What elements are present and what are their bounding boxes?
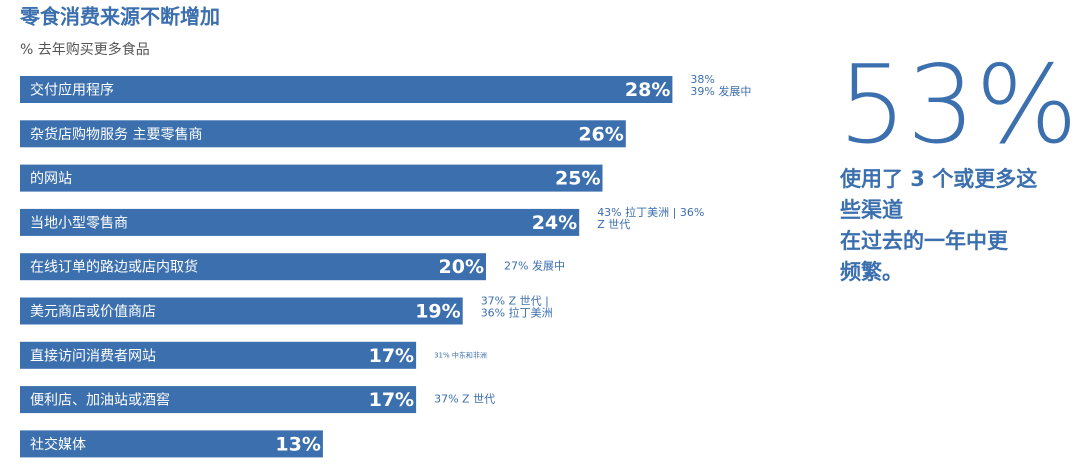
annotation: 31% 中东和非洲: [434, 350, 487, 359]
bar: [20, 253, 486, 281]
category-label: 的网站: [30, 171, 72, 187]
bar: [20, 430, 323, 458]
category-label: 直接访问消费者网站: [30, 347, 156, 364]
annotation: 38%: [690, 73, 714, 86]
value-label: 17%: [369, 345, 414, 367]
bar: [20, 386, 417, 414]
category-label: 便利店、加油站或酒窖: [30, 392, 170, 409]
value-label: 20%: [439, 256, 484, 278]
bar: [20, 76, 673, 103]
value-label: 26%: [578, 123, 623, 145]
bar: [20, 208, 580, 236]
category-label: 在线订单的路边或店内取货: [30, 259, 198, 276]
chart-subtitle: % 去年购买更多食品: [20, 41, 150, 58]
bar: [20, 164, 603, 192]
value-label: 24%: [532, 212, 577, 234]
value-label: 13%: [275, 433, 320, 455]
annotation: 37% Z 世代: [434, 393, 495, 406]
chart-title: 零食消费来源不断增加: [19, 5, 220, 29]
bar: [20, 297, 463, 325]
value-label: 17%: [369, 389, 414, 411]
bar: [20, 341, 417, 369]
annotation: 39% 发展中: [690, 84, 751, 98]
category-label: 交付应用程序: [30, 82, 114, 99]
value-label: 19%: [415, 301, 460, 323]
annotation: 43% 拉丁美洲 | 36%: [597, 205, 704, 219]
category-label: 社交媒体: [30, 436, 86, 453]
category-label: 当地小型零售商: [30, 215, 128, 231]
callout-text: 些渠道: [840, 198, 903, 222]
callout-text: 频繁。: [840, 260, 903, 284]
category-label: 杂货店购物服务 主要零售商: [30, 126, 202, 143]
annotation: 37% Z 世代 |: [481, 295, 549, 308]
callout-figure: 53%: [838, 43, 1078, 168]
annotation: 27% 发展中: [504, 259, 565, 273]
annotation: Z 世代: [597, 218, 630, 231]
bar: [20, 120, 626, 148]
callout-text: 使用了 3 个或更多这: [839, 167, 1037, 191]
value-label: 25%: [555, 168, 600, 190]
annotation: 36% 拉丁美洲: [481, 306, 553, 320]
category-label: 美元商店或价值商店: [30, 304, 156, 320]
callout-text: 在过去的一年中更: [840, 229, 1009, 253]
value-label: 28%: [625, 79, 670, 101]
